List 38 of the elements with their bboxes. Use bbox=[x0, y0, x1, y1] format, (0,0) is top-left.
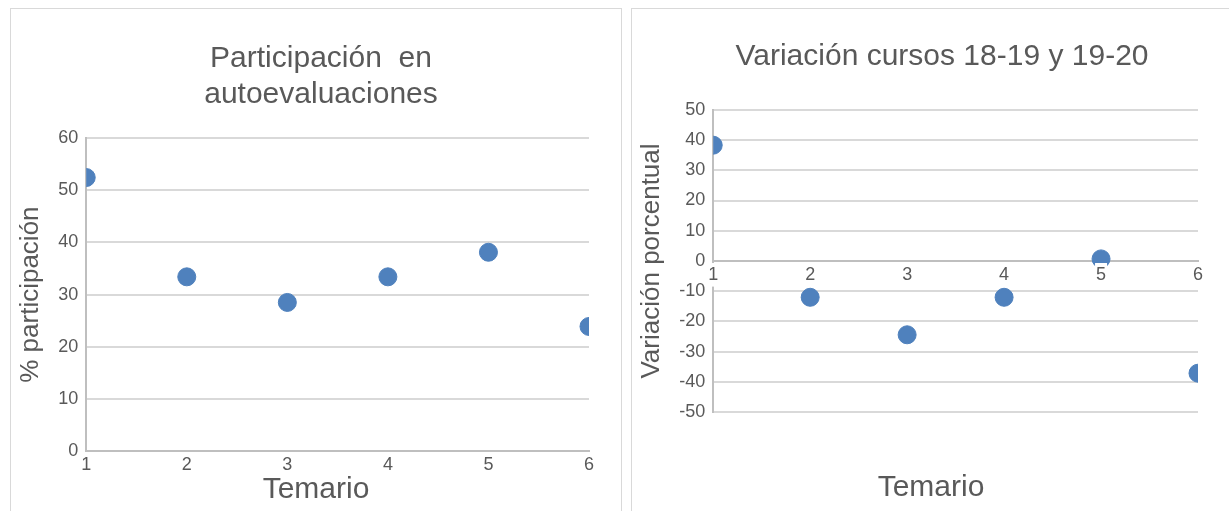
x-tick-label: 1 bbox=[708, 263, 719, 284]
chart-title: Variación cursos 18-19 y 19-20 bbox=[734, 37, 1150, 73]
y-tick-label: 40 bbox=[58, 231, 79, 252]
point bbox=[897, 325, 917, 345]
x-tick-label: 6 bbox=[583, 454, 595, 475]
y-tick-label: 10 bbox=[58, 388, 79, 409]
point bbox=[378, 267, 398, 287]
point bbox=[277, 292, 297, 312]
y-tick-label: -10 bbox=[679, 280, 706, 301]
y-tick-label: 30 bbox=[685, 159, 706, 180]
x-tick-label: 4 bbox=[999, 263, 1010, 284]
chart-title: Participación en autoevaluaciones bbox=[203, 39, 439, 111]
x-tick-label: 5 bbox=[1096, 263, 1107, 284]
y-tick-label: 40 bbox=[685, 129, 706, 150]
x-tick-label: 6 bbox=[1192, 263, 1204, 284]
y-tick-label: 0 bbox=[68, 440, 79, 461]
x-tick-label: 3 bbox=[902, 263, 913, 284]
y-tick-label: -30 bbox=[679, 340, 706, 361]
y-tick-label: -40 bbox=[679, 370, 706, 391]
y-tick-label: 50 bbox=[58, 179, 79, 200]
y-axis-title: % participación bbox=[13, 206, 44, 383]
y-tick-label: 20 bbox=[58, 335, 79, 356]
x-axis-title: Temario bbox=[876, 469, 986, 503]
y-tick-label: 20 bbox=[685, 189, 706, 210]
x-tick-label: 4 bbox=[382, 454, 393, 475]
y-tick-label: -50 bbox=[679, 401, 706, 422]
y-tick-label: 10 bbox=[685, 219, 706, 240]
x-tick-label: 5 bbox=[483, 454, 494, 475]
y-tick-label: 60 bbox=[58, 126, 79, 147]
x-tick-label: 1 bbox=[81, 454, 92, 475]
point bbox=[994, 287, 1014, 307]
y-axis-title: Variación porcentual bbox=[634, 143, 665, 379]
x-tick-label: 2 bbox=[805, 263, 816, 284]
y-tick-label: 0 bbox=[695, 249, 706, 270]
y-tick-label: 50 bbox=[685, 98, 706, 119]
y-tick-label: 30 bbox=[58, 283, 79, 304]
x-tick-label: 2 bbox=[181, 454, 192, 475]
y-tick-label: -20 bbox=[679, 310, 706, 331]
